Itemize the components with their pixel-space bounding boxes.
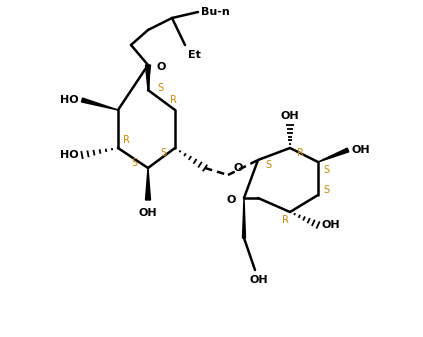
Text: HO: HO [60, 95, 79, 105]
Text: Et: Et [188, 50, 201, 60]
Text: O: O [233, 163, 242, 173]
Text: S: S [265, 160, 271, 170]
Text: R: R [282, 215, 288, 225]
Text: S: S [131, 158, 137, 168]
Text: OH: OH [322, 220, 341, 230]
Text: S: S [160, 148, 166, 158]
Text: S: S [157, 83, 163, 93]
Text: Bu-n: Bu-n [201, 7, 230, 17]
Text: HO: HO [60, 150, 79, 160]
Text: R: R [297, 148, 303, 158]
Text: O: O [156, 62, 165, 72]
Polygon shape [318, 148, 349, 162]
Text: OH: OH [352, 145, 371, 155]
Text: OH: OH [139, 208, 157, 218]
Text: S: S [323, 165, 329, 175]
Polygon shape [82, 98, 118, 110]
Polygon shape [146, 168, 151, 200]
Text: S: S [323, 185, 329, 195]
Text: R: R [170, 95, 176, 105]
Text: OH: OH [281, 111, 299, 121]
Text: R: R [123, 135, 129, 145]
Text: O: O [227, 195, 236, 205]
Polygon shape [146, 65, 151, 90]
Text: OH: OH [250, 275, 268, 285]
Polygon shape [242, 198, 245, 238]
